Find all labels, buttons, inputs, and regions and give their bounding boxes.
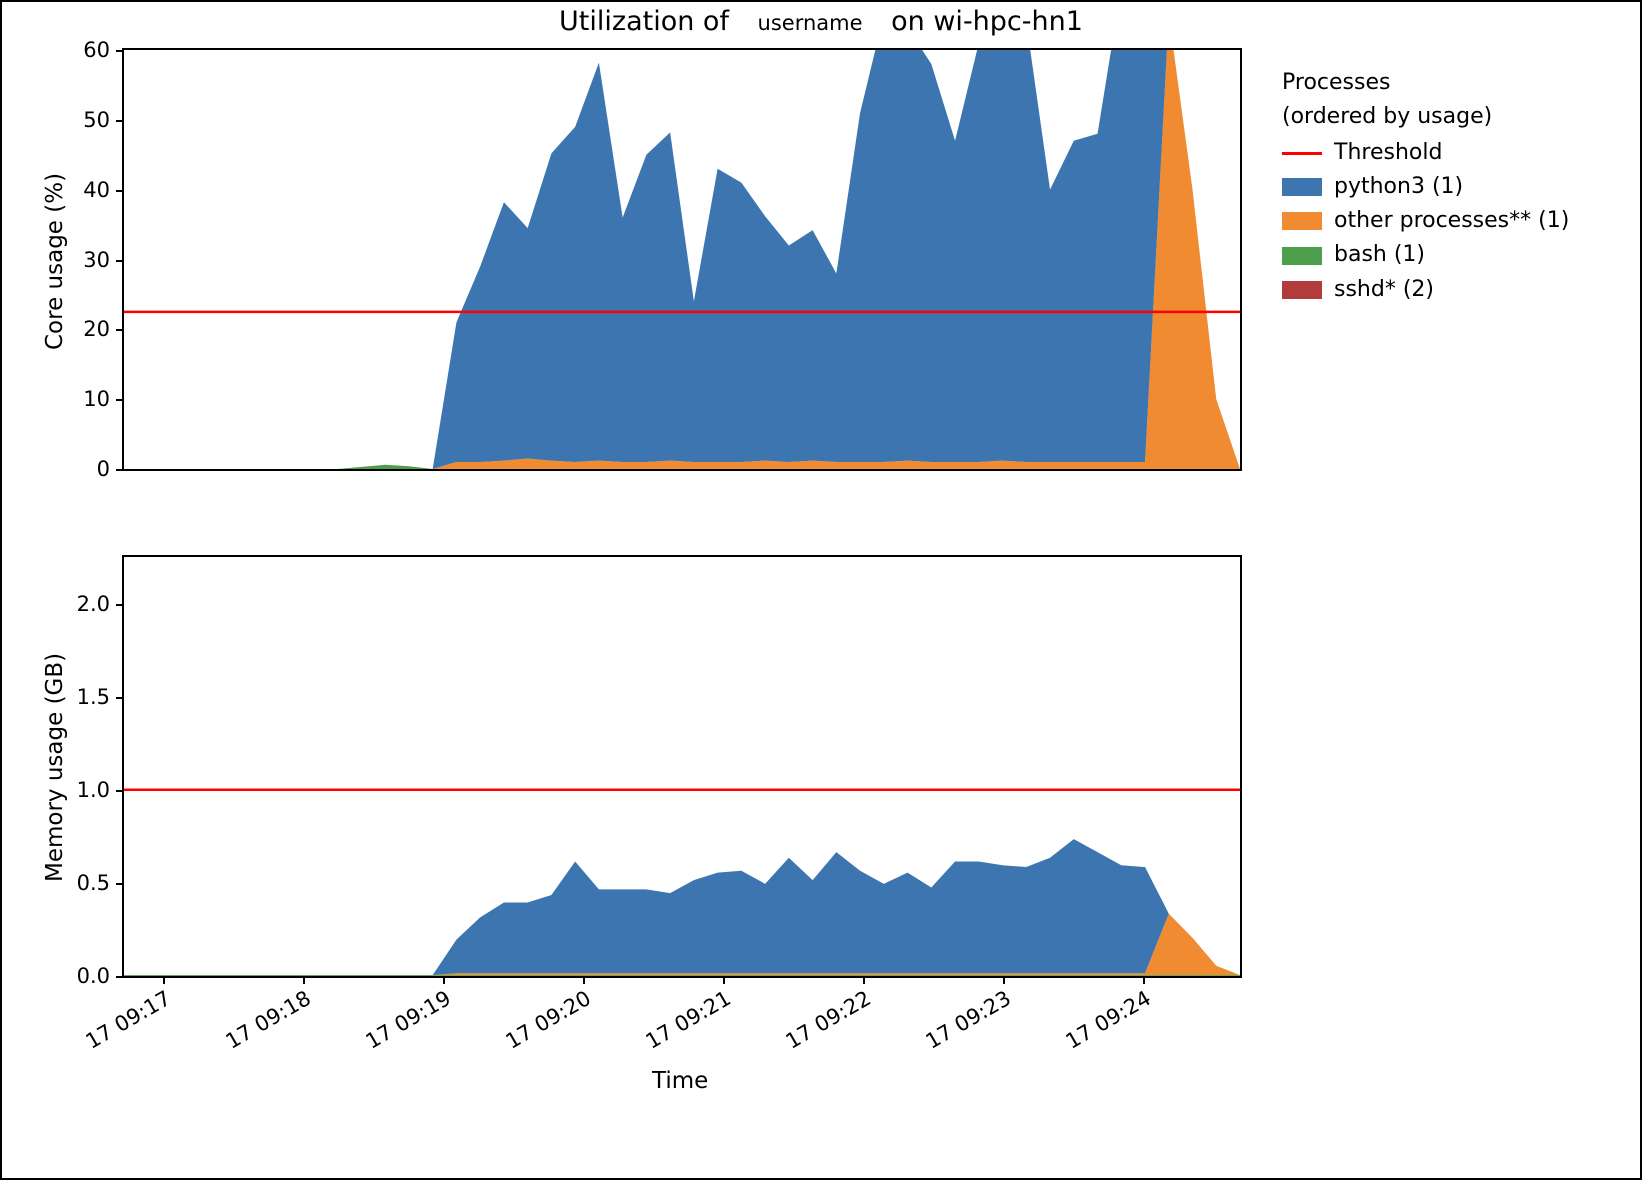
legend: Processes (ordered by usage) Thresholdpy… xyxy=(1282,66,1569,307)
legend-item-label: python3 (1) xyxy=(1334,170,1463,204)
legend-item: python3 (1) xyxy=(1282,170,1569,204)
cpu-y-axis-label: Core usage (%) xyxy=(42,172,68,349)
x-tick-label: 17 09:21 xyxy=(642,986,735,1054)
x-tick-mark xyxy=(723,976,725,984)
legend-item: sshd* (2) xyxy=(1282,273,1569,307)
x-tick-mark xyxy=(1143,976,1145,984)
x-tick-label: 17 09:24 xyxy=(1062,986,1155,1054)
x-tick-label: 17 09:23 xyxy=(922,986,1015,1054)
x-tick-label: 17 09:20 xyxy=(502,986,595,1054)
legend-line-swatch xyxy=(1282,152,1322,155)
legend-header-line2: (ordered by usage) xyxy=(1282,104,1492,129)
x-tick-mark xyxy=(443,976,445,984)
legend-rect-swatch xyxy=(1282,281,1322,299)
x-tick-mark xyxy=(303,976,305,984)
cpu-usage-plot: 0102030405060 xyxy=(122,48,1242,471)
x-tick-mark xyxy=(583,976,585,984)
legend-rect-swatch xyxy=(1282,247,1322,265)
y-tick-label: 30 xyxy=(83,248,124,272)
y-tick-label: 50 xyxy=(83,108,124,132)
y-tick-label: 60 xyxy=(83,38,124,62)
x-tick-label: 17 09:22 xyxy=(782,986,875,1054)
x-tick-mark xyxy=(1003,976,1005,984)
legend-header: Processes (ordered by usage) xyxy=(1282,66,1569,134)
x-tick-label: 17 09:19 xyxy=(362,986,455,1054)
legend-header-line1: Processes xyxy=(1282,70,1390,95)
x-tick-mark xyxy=(863,976,865,984)
y-tick-label: 1.0 xyxy=(77,778,124,802)
legend-item-label: Threshold xyxy=(1334,136,1442,170)
y-tick-label: 2.0 xyxy=(77,592,124,616)
x-axis-label: Time xyxy=(652,1068,708,1094)
memory-usage-plot: 0.00.51.01.52.017 09:1717 09:1817 09:191… xyxy=(122,555,1242,978)
figure-outer-frame: Utilization of username on wi-hpc-hn1 01… xyxy=(0,0,1642,1180)
x-tick-label: 17 09:18 xyxy=(222,986,315,1054)
legend-item: other processes** (1) xyxy=(1282,204,1569,238)
y-tick-label: 0.5 xyxy=(77,871,124,895)
title-prefix: Utilization of xyxy=(559,6,729,37)
area-series-bash xyxy=(124,975,1240,976)
title-username: username xyxy=(758,11,863,35)
legend-item-label: bash (1) xyxy=(1334,238,1425,272)
y-tick-label: 1.5 xyxy=(77,685,124,709)
area-series-python3 xyxy=(124,50,1240,469)
y-tick-label: 20 xyxy=(83,317,124,341)
title-suffix: on wi-hpc-hn1 xyxy=(891,6,1083,37)
legend-item-label: sshd* (2) xyxy=(1334,273,1434,307)
y-tick-label: 40 xyxy=(83,178,124,202)
x-tick-mark xyxy=(163,976,165,984)
y-tick-label: 0.0 xyxy=(77,964,124,988)
legend-rect-swatch xyxy=(1282,178,1322,196)
area-series-python3 xyxy=(124,839,1240,975)
legend-item-label: other processes** (1) xyxy=(1334,204,1569,238)
y-tick-label: 0 xyxy=(97,457,124,481)
x-tick-label: 17 09:17 xyxy=(82,986,175,1054)
figure-title: Utilization of username on wi-hpc-hn1 xyxy=(2,6,1640,37)
legend-item: Threshold xyxy=(1282,136,1569,170)
memory-y-axis-label: Memory usage (GB) xyxy=(42,652,68,881)
legend-rect-swatch xyxy=(1282,212,1322,230)
legend-item: bash (1) xyxy=(1282,238,1569,272)
y-tick-label: 10 xyxy=(83,387,124,411)
